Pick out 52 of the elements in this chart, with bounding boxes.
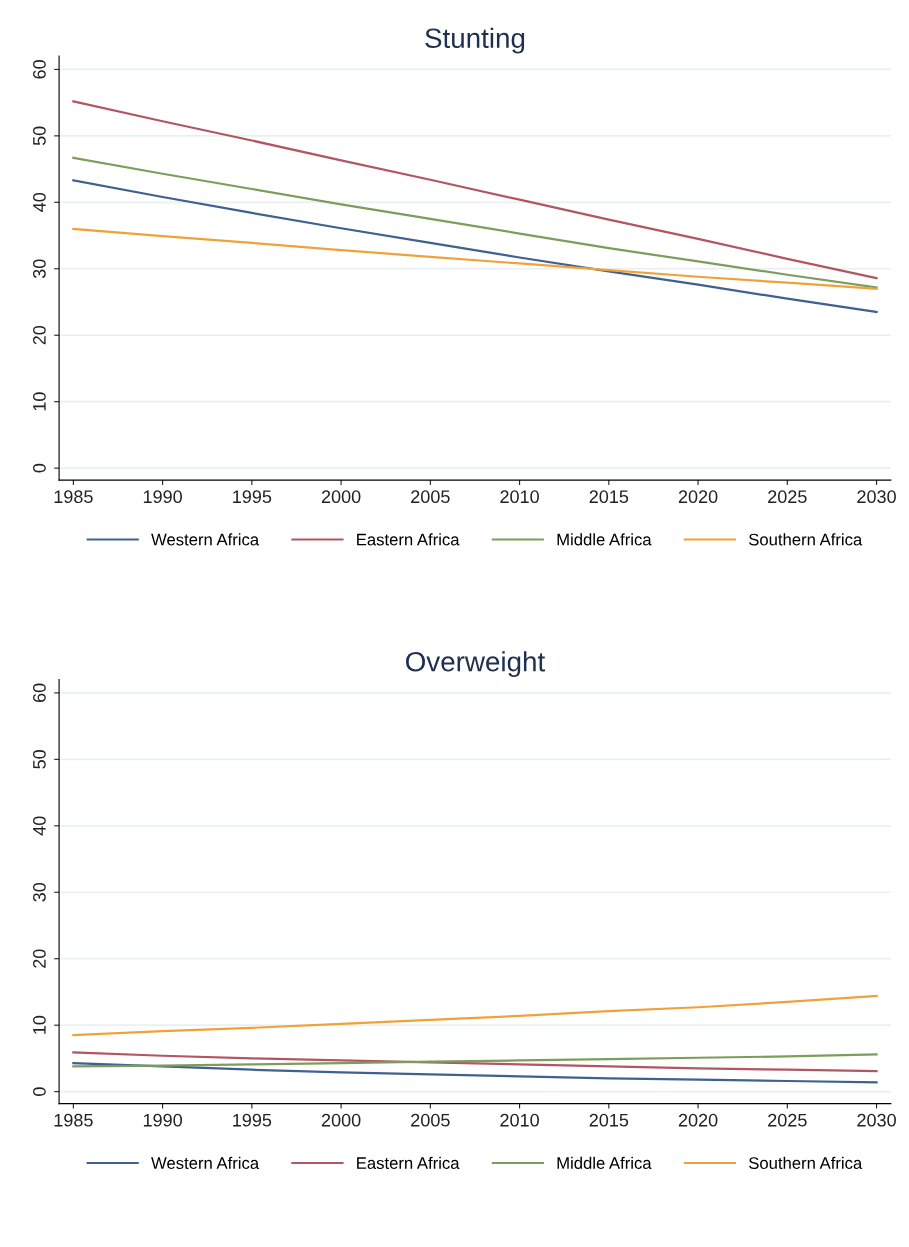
line-series — [72, 156, 878, 289]
y-tick-label: 10 — [33, 392, 46, 411]
x-tick-label: 1995 — [233, 1113, 272, 1127]
chart-title: Overweight — [406, 651, 545, 678]
y-tick-label: 40 — [33, 816, 46, 836]
x-tick-label: 2010 — [500, 490, 539, 504]
legend-label: Middle Africa — [557, 533, 652, 546]
x-tick-label: 1990 — [143, 490, 182, 504]
legend-label: Western Africa — [151, 533, 260, 546]
x-tick-label: 2030 — [857, 1113, 896, 1127]
line-series — [72, 227, 878, 290]
x-tick-label: 2005 — [411, 490, 450, 504]
y-tick-label: 40 — [33, 192, 46, 212]
legend-label: Eastern Africa — [357, 1156, 460, 1169]
legend-label: Middle Africa — [557, 1156, 652, 1169]
legend-label: Eastern Africa — [357, 533, 460, 546]
x-tick-label: 2020 — [678, 490, 718, 504]
y-tick-label: 60 — [33, 683, 46, 703]
legend-label: Western Africa — [151, 1156, 260, 1169]
y-tick-label: 0 — [33, 463, 46, 473]
y-tick-label: 20 — [33, 949, 46, 968]
x-tick-label: 2015 — [589, 490, 629, 504]
x-tick-label: 2020 — [678, 1113, 718, 1127]
y-tick-label: 0 — [33, 1087, 46, 1096]
legend-label: Southern Africa — [749, 533, 863, 546]
legend-label: Southern Africa — [749, 1156, 863, 1169]
y-tick-label: 20 — [33, 325, 46, 345]
x-tick-label: 2010 — [500, 1113, 539, 1127]
line-series — [72, 1061, 878, 1084]
x-tick-label: 2025 — [768, 490, 807, 504]
chart-title: Stunting — [425, 27, 525, 54]
y-tick-label: 30 — [33, 882, 46, 902]
y-tick-label: 50 — [33, 750, 46, 769]
x-tick-label: 2000 — [321, 490, 361, 504]
y-tick-label: 10 — [33, 1015, 46, 1034]
line-series — [72, 179, 878, 314]
y-tick-label: 50 — [33, 126, 46, 146]
x-tick-label: 1990 — [143, 1113, 182, 1127]
x-tick-label: 2015 — [589, 1113, 629, 1127]
y-tick-label: 30 — [33, 259, 46, 279]
x-tick-label: 1985 — [54, 1113, 93, 1127]
x-tick-label: 1995 — [233, 490, 272, 504]
x-tick-label: 2005 — [411, 1113, 450, 1127]
line-series — [72, 994, 878, 1037]
x-tick-label: 1985 — [54, 490, 93, 504]
x-tick-label: 2030 — [857, 490, 896, 504]
line-series — [72, 1053, 878, 1068]
y-tick-label: 60 — [33, 60, 46, 79]
line-series — [72, 1051, 878, 1073]
line-series — [72, 100, 878, 280]
x-tick-label: 2025 — [768, 1113, 807, 1127]
x-tick-label: 2000 — [321, 1113, 361, 1127]
